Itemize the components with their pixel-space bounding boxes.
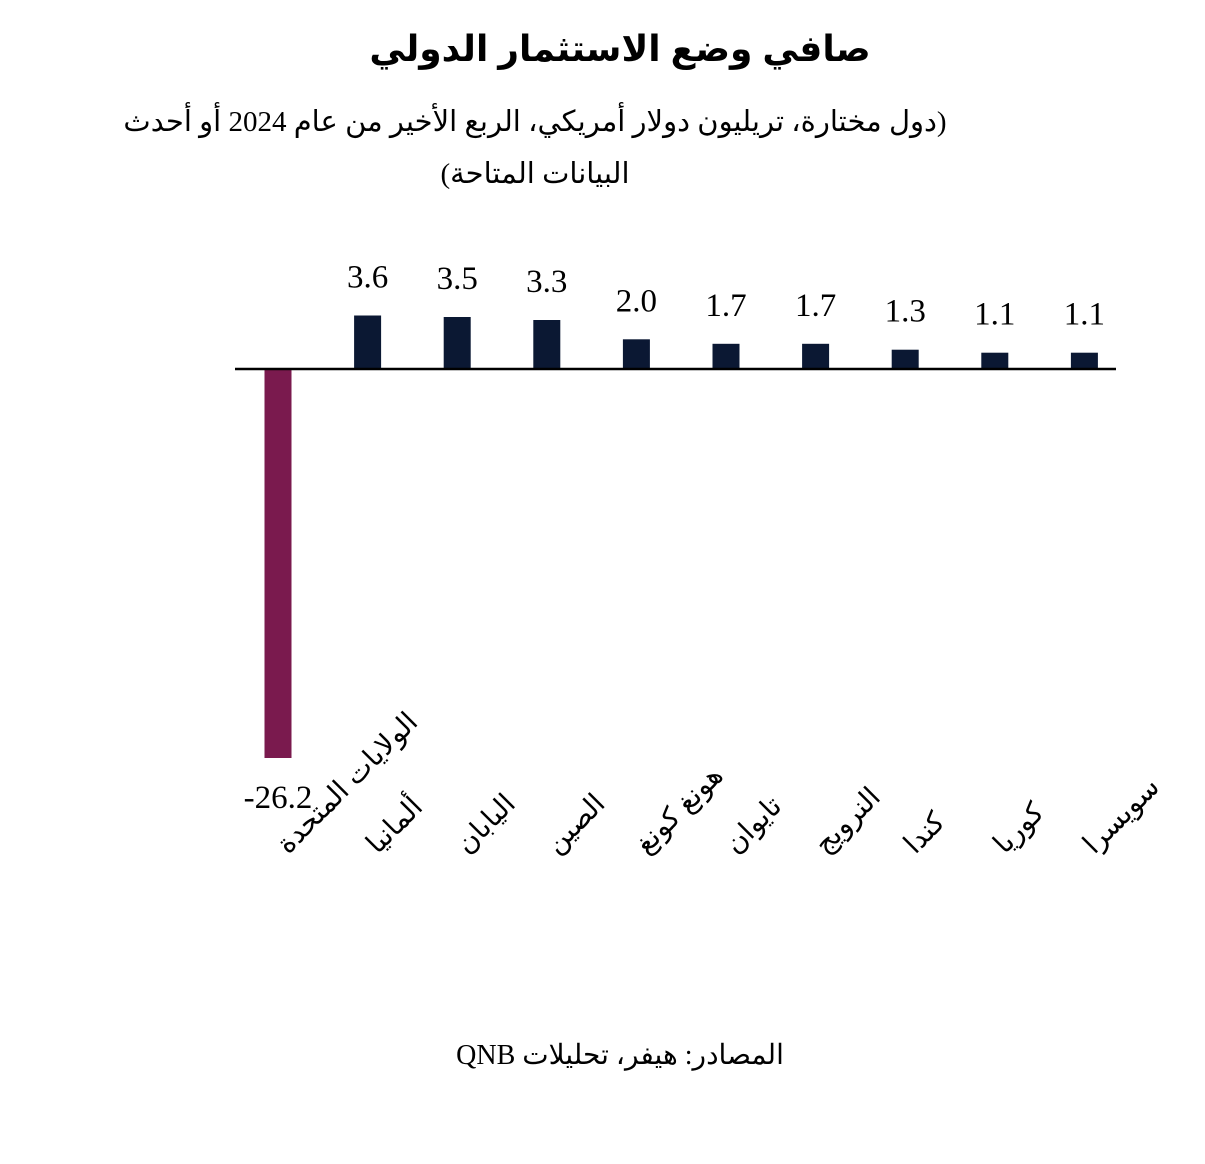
- value-label-5: 1.7: [705, 288, 746, 324]
- category-label-3: الصين: [539, 788, 611, 860]
- value-label-2: 3.5: [437, 261, 478, 297]
- category-label-4: هونغ كونغ: [629, 759, 730, 860]
- category-label-2: اليابان: [450, 788, 522, 860]
- category-label-8: كوريا: [987, 796, 1051, 860]
- source-note: المصادر: هيفر، تحليلات QNB: [456, 1040, 784, 1071]
- value-label-3: 3.3: [526, 264, 567, 300]
- value-label-6: 1.7: [795, 288, 836, 324]
- bar-8: [981, 352, 1009, 369]
- category-label-5: تايوان: [718, 790, 788, 860]
- category-label-7: كندا: [898, 806, 952, 860]
- value-label-4: 2.0: [616, 283, 657, 319]
- bar-0: [264, 369, 292, 758]
- value-label-1: 3.6: [347, 260, 388, 296]
- category-label-1: ألمانيا: [357, 788, 428, 859]
- bar-1: [354, 315, 382, 369]
- bar-6: [802, 343, 830, 369]
- bar-2: [443, 317, 471, 369]
- bar-3: [533, 320, 561, 369]
- chart-title: صافي وضع الاستثمار الدولي: [369, 28, 871, 69]
- value-label-9: 1.1: [1064, 297, 1105, 333]
- value-label-8: 1.1: [974, 297, 1015, 333]
- category-label-6: النرويج: [808, 781, 887, 860]
- bar-5: [712, 343, 740, 369]
- chart-subtitle: (دول مختارة، تريليون دولار أمريكي، الربع…: [123, 106, 947, 190]
- bar-7: [891, 349, 919, 369]
- value-label-7: 1.3: [885, 294, 926, 330]
- value-label-0: -26.2: [244, 780, 313, 816]
- bar-9: [1070, 352, 1098, 369]
- category-label-9: سويسرا: [1077, 771, 1166, 860]
- bar-4: [622, 339, 650, 369]
